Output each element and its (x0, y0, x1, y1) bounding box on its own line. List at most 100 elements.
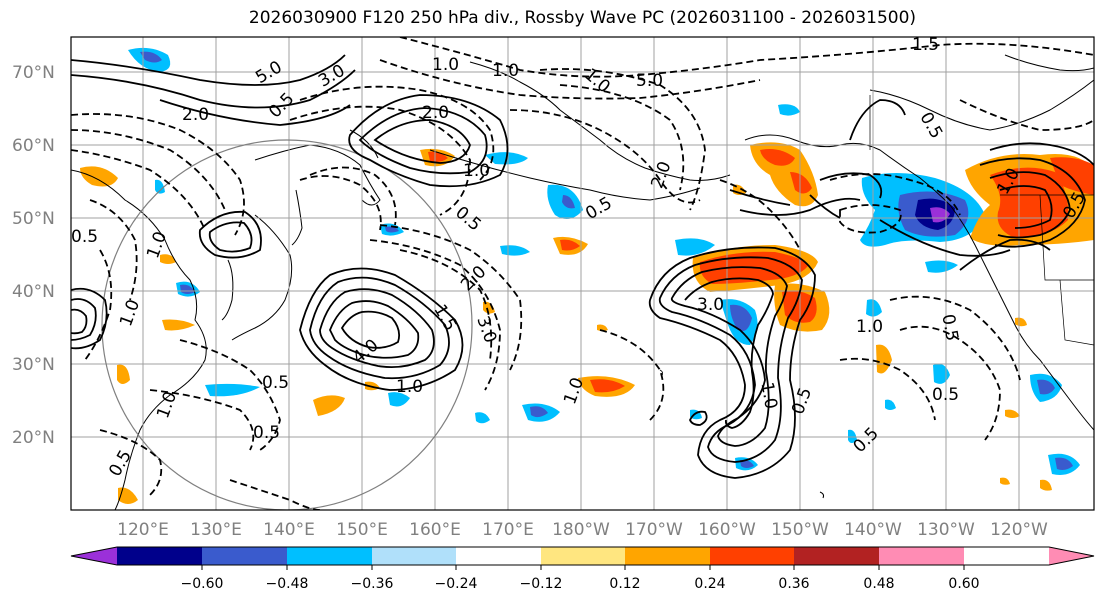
contour-label: 5.0 (636, 71, 663, 91)
shade-blue-dark (1037, 379, 1055, 395)
lat-label: 30°N (12, 355, 55, 375)
shade-orange (80, 166, 118, 187)
shade-orange (162, 319, 195, 331)
lon-label: 160°E (409, 520, 461, 540)
shade-red (590, 379, 625, 393)
map-title: 2026030900 F120 250 hPa div., Rossby Wav… (248, 8, 917, 28)
contour-label: 0.5 (253, 423, 280, 443)
shade-blue-dark (180, 284, 195, 294)
colorbar-swatch (456, 547, 541, 565)
colorbar-label: −0.48 (266, 576, 309, 592)
shade-blue (388, 392, 410, 407)
lon-label: 120°W (990, 520, 1048, 540)
shade-purple (930, 207, 950, 223)
shade-blue-dark (562, 195, 575, 209)
colorbar-swatch (710, 547, 794, 565)
contour-label: 1.0 (432, 55, 459, 75)
shade-blue-dark (730, 304, 752, 332)
shade-orange (118, 487, 138, 504)
colorbar-label: 0.60 (948, 576, 979, 592)
lat-label: 70°N (12, 63, 55, 83)
shade-orange (1005, 409, 1020, 418)
shade-blue (155, 179, 165, 194)
colorbar-label: 0.48 (863, 576, 894, 592)
shade-blue (205, 383, 260, 397)
contour-label: 3.0 (697, 295, 724, 315)
graticule (71, 37, 1094, 510)
colorbar-swatch (879, 547, 964, 565)
contour-label: 0.5 (932, 385, 959, 405)
colorbar-label: −0.36 (351, 576, 394, 592)
contour-label: 0.5 (71, 227, 98, 247)
shade-blue (885, 399, 896, 410)
lon-label: 160°W (698, 520, 756, 540)
lon-label: 150°W (771, 520, 829, 540)
lon-label: 150°E (336, 520, 388, 540)
shade-blue (475, 412, 490, 424)
colorbar: −0.60 −0.48 −0.36 −0.24 −0.12 0.12 0.24 … (70, 546, 1095, 592)
colorbar-outline (70, 546, 1095, 566)
lat-label: 60°N (12, 136, 55, 156)
colorbar-swatch (287, 547, 372, 565)
longitude-labels: 120°E 130°E 140°E 150°E 160°E 170°E 180°… (117, 520, 1048, 540)
contour-label: 0.5 (262, 373, 289, 393)
colorbar-label: −0.60 (181, 576, 224, 592)
shade-red (1050, 157, 1094, 195)
shade-orange (876, 344, 892, 374)
latitude-labels: 70°N 60°N 50°N 40°N 30°N 20°N (12, 63, 55, 448)
shade-orange (160, 254, 176, 264)
colorbar-swatch (625, 547, 710, 565)
shade-orange (483, 301, 495, 314)
colorbar-label: 0.12 (609, 576, 640, 592)
contour-label: 1.0 (856, 317, 883, 337)
shade-blue (778, 104, 800, 116)
shade-blue-dark (530, 406, 548, 418)
colorbar-label: 0.24 (694, 576, 725, 592)
shade-orange (117, 364, 130, 384)
colorbar-swatch (202, 547, 287, 565)
shade-blue-dark (1055, 457, 1073, 470)
contour-label: 1.5 (912, 35, 939, 55)
shade-orange (597, 324, 608, 331)
colorbar-swatch (541, 547, 625, 565)
shade-blue (866, 299, 882, 317)
lat-label: 50°N (12, 209, 55, 229)
shade-blue (925, 260, 958, 273)
contour-label: 1.0 (396, 377, 423, 397)
contour-label: 1.0 (463, 161, 490, 181)
colorbar-swatch (794, 547, 879, 565)
shade-red (560, 239, 580, 251)
negative-contours (71, 37, 1094, 510)
colorbar-extend-low (71, 547, 117, 565)
lon-label: 170°W (625, 520, 683, 540)
coastlines (71, 54, 1094, 510)
shade-blue (675, 238, 715, 256)
colorbar-swatch (117, 547, 202, 565)
contour-label: 2.0 (182, 105, 209, 125)
shade-orange (1040, 479, 1052, 491)
shade-blue-dark (740, 459, 754, 468)
lon-label: 120°E (117, 520, 169, 540)
colorbar-label: 0.36 (778, 576, 809, 592)
colorbar-swatch (372, 547, 456, 565)
colorbar-label: −0.24 (435, 576, 478, 592)
map-area (71, 37, 1094, 510)
shade-orange (1000, 477, 1010, 485)
map-frame (70, 36, 1095, 511)
lat-label: 20°N (12, 428, 55, 448)
colorbar-swatch (964, 547, 1049, 565)
positive-contours (71, 54, 1094, 479)
shade-orange (313, 395, 345, 416)
shade-red (760, 149, 795, 166)
shade-red (790, 172, 812, 194)
region-circle (101, 139, 473, 510)
lon-label: 170°E (482, 520, 534, 540)
shade-blue (848, 429, 857, 443)
contour-label: 1.0 (492, 61, 519, 81)
lon-label: 180°W (552, 520, 610, 540)
colorbar-extend-high (1049, 547, 1094, 565)
lon-label: 140°E (263, 520, 315, 540)
lon-label: 140°W (844, 520, 902, 540)
lon-label: 130°E (190, 520, 242, 540)
